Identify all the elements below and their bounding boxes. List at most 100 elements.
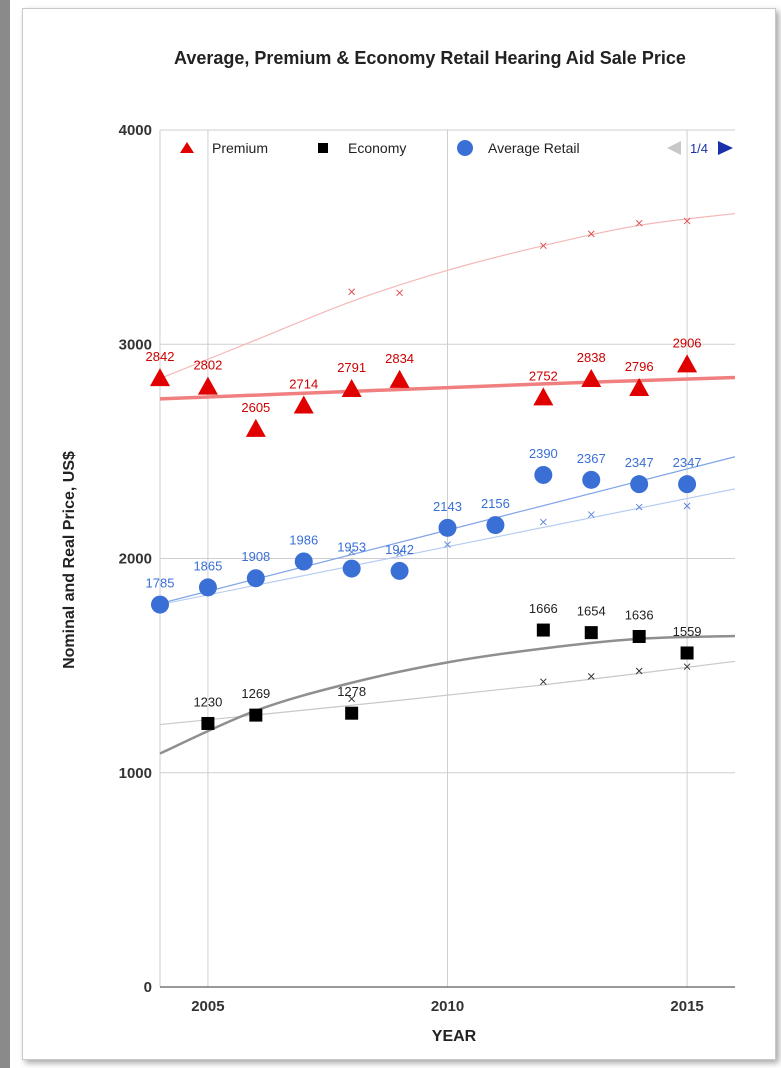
average-retail-real-point [539, 518, 547, 526]
pager-previous-icon[interactable] [667, 141, 681, 155]
data-points [150, 354, 698, 730]
premium-point [533, 387, 554, 406]
gridlines [159, 129, 735, 988]
average-retail-real-point [683, 502, 691, 510]
premium-data-label: 2906 [673, 335, 702, 350]
window-edge [0, 0, 10, 1068]
economy-point [249, 708, 263, 722]
premium-point [341, 379, 362, 398]
average-retail-point [342, 559, 361, 578]
y-tick-label: 3000 [119, 336, 152, 353]
average-retail-data-label: 1942 [385, 542, 414, 557]
economy-data-label: 1636 [625, 607, 654, 622]
x-tick-label: 2015 [670, 998, 703, 1015]
average-retail-real-point [635, 503, 643, 511]
economy-real-point [348, 695, 356, 703]
economy-real-point [683, 663, 691, 671]
premium-data-label: 2605 [241, 400, 270, 415]
premium-point [293, 395, 314, 414]
premium-point [677, 354, 698, 373]
average-retail-data-label: 1908 [241, 549, 270, 564]
average-retail-point [151, 595, 169, 614]
chart-frame [22, 8, 776, 1060]
average-retail-data-label: 1953 [337, 540, 366, 555]
economy-data-label: 1654 [577, 604, 606, 619]
average-retail-point [582, 470, 601, 489]
premium-data-label: 2714 [289, 377, 318, 392]
economy-real-point [635, 667, 643, 675]
average-retail-data-label: 2347 [625, 455, 654, 470]
legend-pager[interactable]: 1/4 [667, 141, 733, 156]
pager-label: 1/4 [690, 141, 708, 156]
legend: Premium Economy Average Retail [180, 140, 580, 156]
average-retail-point [630, 475, 649, 494]
premium-data-label: 2802 [193, 358, 222, 373]
average-retail-real-point [587, 511, 595, 518]
economy-data-label: 1559 [673, 624, 702, 639]
legend-average-retail-marker [457, 140, 473, 156]
legend-premium-marker [180, 142, 194, 153]
premium-point [389, 369, 410, 388]
pager-next-icon[interactable] [718, 141, 733, 155]
average-retail-data-label: 2367 [577, 451, 606, 466]
premium-point [581, 368, 602, 387]
average-retail-point [486, 516, 505, 535]
average-retail-point [534, 465, 553, 484]
premium-real-point [587, 230, 595, 238]
data-labels: 2842 2802 2605 2714 2791 2834 2752 2838 2796 2906… [146, 335, 702, 709]
average-retail-data-label: 1986 [289, 532, 318, 547]
average-retail-data-label: 1865 [193, 558, 222, 573]
legend-economy-marker [318, 143, 328, 153]
premium-real-point [539, 242, 547, 250]
y-tick-label: 4000 [119, 122, 152, 139]
economy-point [680, 646, 694, 660]
real-price-points [348, 217, 691, 703]
legend-average-retail-label: Average Retail [488, 140, 580, 156]
premium-data-label: 2838 [577, 350, 606, 365]
premium-real-point [348, 288, 356, 296]
average-retail-point [246, 569, 265, 588]
premium-real-point [396, 289, 403, 297]
premium-real-point [683, 217, 691, 225]
premium-data-label: 2796 [625, 359, 654, 374]
average-retail-data-label: 2390 [529, 446, 558, 461]
average-retail-data-label: 1785 [146, 576, 175, 591]
premium-point [150, 368, 170, 387]
premium-point [629, 377, 650, 396]
average-retail-real-trendline [159, 488, 736, 606]
average-retail-data-label: 2156 [481, 496, 510, 511]
economy-data-label: 1269 [241, 686, 270, 701]
premium-data-label: 2752 [529, 368, 558, 383]
y-tick-label: 2000 [119, 551, 152, 568]
economy-data-label: 1666 [529, 601, 558, 616]
premium-trendline [159, 375, 736, 401]
legend-premium-label: Premium [212, 140, 268, 156]
average-retail-point [438, 518, 457, 537]
economy-real-point [587, 672, 595, 680]
economy-point [201, 716, 215, 730]
average-retail-real-point [348, 548, 356, 556]
average-retail-data-label: 2347 [673, 455, 702, 470]
legend-economy-label: Economy [348, 140, 406, 156]
x-tick-label: 2010 [431, 998, 464, 1015]
economy-point [632, 629, 646, 643]
economy-real-point [539, 678, 547, 686]
x-axis-title: YEAR [432, 1028, 477, 1045]
economy-data-label: 1230 [193, 694, 222, 709]
premium-data-label: 2791 [337, 360, 366, 375]
x-tick-label: 2005 [191, 998, 224, 1015]
axis-ticks: 0 1000 2000 3000 4000 2005 2010 2015 [119, 122, 704, 1015]
average-retail-point [390, 561, 409, 580]
average-retail-data-label: 2143 [433, 499, 462, 514]
economy-data-label: 1278 [337, 684, 366, 699]
average-retail-real-point [396, 549, 403, 557]
premium-data-label: 2842 [146, 349, 175, 364]
premium-data-label: 2834 [385, 351, 414, 366]
chart-title: Average, Premium & Economy Retail Hearin… [174, 48, 686, 68]
premium-real-point [635, 219, 643, 227]
average-retail-real-point [444, 541, 451, 548]
y-axis-title: Nominal and Real Price, US$ [61, 451, 78, 669]
average-retail-point [294, 552, 313, 571]
y-tick-label: 0 [144, 979, 152, 996]
